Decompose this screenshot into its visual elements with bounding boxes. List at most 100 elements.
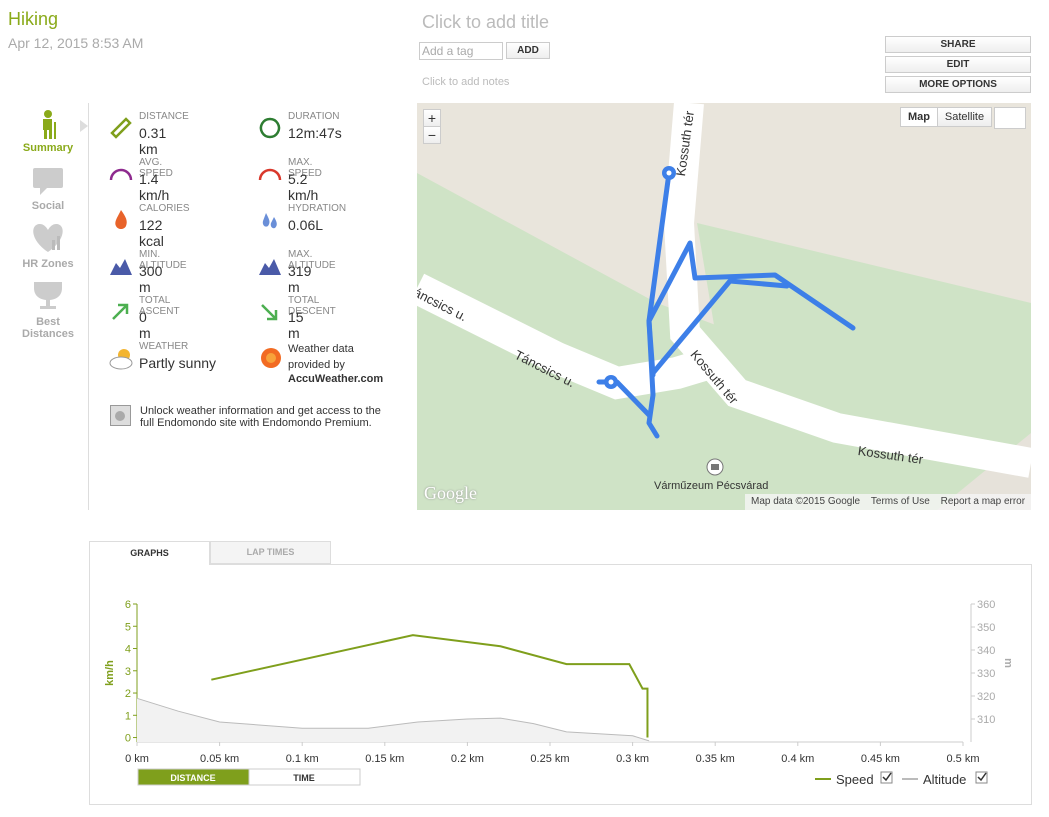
stat-value: 0 m: [139, 309, 151, 341]
y2-tick-label: 350: [977, 622, 995, 634]
stat-label: MAX. SPEED: [288, 157, 322, 179]
weather-icon: [109, 349, 133, 370]
x-tick-label: 0 km: [125, 753, 149, 765]
stat-label: DISTANCE: [139, 111, 189, 122]
x-tick-label: 0.5 km: [946, 753, 979, 765]
legend-checkbox[interactable]: [975, 771, 988, 784]
y-tick-label: 2: [125, 688, 131, 700]
x-tick-label: 0.2 km: [451, 753, 484, 765]
weather-provider[interactable]: AccuWeather.com: [288, 373, 384, 385]
add-notes[interactable]: Click to add notes: [422, 76, 510, 88]
map-footer: Map data ©2015 Google Terms of Use Repor…: [745, 494, 1031, 510]
x-tick-label: 0.45 km: [861, 753, 900, 765]
stat-label: DURATION: [288, 111, 340, 122]
tab-graphs[interactable]: GRAPHS: [89, 541, 210, 565]
stat-label: CALORIES: [139, 203, 190, 214]
y2-tick-label: 320: [977, 691, 995, 703]
y2-tick-label: 340: [977, 645, 995, 657]
report-link[interactable]: Report a map error: [940, 496, 1026, 507]
stat-label: MIN. ALTITUDE: [139, 249, 187, 271]
accuweather-icon: [261, 348, 281, 368]
map-type-satellite[interactable]: Satellite: [937, 107, 992, 127]
y2-axis-label: m: [1002, 658, 1014, 668]
stat-icon: [112, 303, 129, 320]
weather-label: WEATHER: [139, 341, 189, 352]
stat-icon: [259, 259, 281, 275]
mode-button[interactable]: [248, 768, 361, 786]
stat-icon: [110, 259, 132, 275]
stat-label: HYDRATION: [288, 203, 347, 214]
map-attribution: Map data ©2015 Google: [751, 496, 861, 507]
legend-check: [977, 772, 987, 782]
stat-label: TOTAL DESCENT: [288, 295, 336, 317]
stat-icon: [262, 213, 277, 229]
x-tick-label: 0.4 km: [781, 753, 814, 765]
nav-divider: [88, 103, 89, 510]
y-tick-label: 3: [125, 666, 131, 678]
y2-tick-label: 360: [977, 599, 995, 611]
stat-icon: [261, 304, 278, 321]
legend-label[interactable]: Altitude: [923, 772, 966, 787]
chart-panel: [89, 564, 1032, 805]
add-tag-button[interactable]: ADD: [506, 42, 550, 59]
x-tick-label: 0.3 km: [616, 753, 649, 765]
y2-tick-label: 330: [977, 668, 995, 680]
edit-button[interactable]: EDIT: [885, 56, 1031, 73]
stat-icon: [110, 117, 132, 139]
legend-check: [882, 772, 892, 782]
tab-lap-times[interactable]: LAP TIMES: [210, 541, 331, 564]
nav-summary[interactable]: Summary: [22, 142, 74, 154]
y-tick-label: 6: [125, 599, 131, 611]
altitude-area: [137, 698, 650, 742]
stat-value: 0.31 km: [139, 125, 167, 157]
nav-icons: [33, 110, 88, 309]
stat-value: 1.4 km/h: [139, 171, 170, 203]
legend-label[interactable]: Speed: [836, 772, 874, 787]
y-tick-label: 5: [125, 621, 131, 633]
workout-title: Hiking: [8, 9, 59, 29]
add-title[interactable]: Click to add title: [422, 12, 550, 32]
stat-value: 122 kcal: [139, 217, 164, 249]
nav-social[interactable]: Social: [31, 200, 65, 212]
legend-checkbox[interactable]: [880, 771, 893, 784]
y-tick-label: 4: [125, 644, 131, 656]
x-tick-label: 0.25 km: [530, 753, 569, 765]
stat-value: 5.2 km/h: [288, 171, 319, 203]
y-tick-label: 0: [125, 733, 131, 745]
fullscreen-button[interactable]: [994, 107, 1026, 129]
map-canvas: [417, 103, 1031, 510]
stat-value: 15 m: [288, 309, 304, 341]
nav-hr-zones[interactable]: HR Zones: [22, 258, 74, 270]
stat-icon: [258, 168, 282, 181]
y-axis-label: km/h: [104, 660, 116, 686]
map[interactable]: + − Map Satellite Kossuth tér Kossuth té…: [417, 103, 1031, 510]
series-line: [136, 697, 650, 742]
zoom-out[interactable]: −: [423, 126, 441, 144]
x-tick-label: 0.15 km: [365, 753, 404, 765]
y2-tick-label: 310: [977, 714, 995, 726]
poi-label: Várműzeum Pécsvárad: [654, 480, 769, 492]
weather-value: Partly sunny: [139, 355, 217, 371]
series-line: [211, 634, 649, 738]
mode-label: DISTANCE: [170, 773, 215, 783]
stat-value: 319 m: [288, 263, 312, 295]
mode-label: TIME: [293, 773, 315, 783]
google-logo: Google: [424, 483, 477, 503]
tag-input[interactable]: Add a tag: [419, 42, 503, 60]
stat-label: AVG. SPEED: [139, 157, 173, 179]
stat-value: 0.06L: [288, 217, 324, 233]
nav-best-distances[interactable]: Best Distances: [22, 316, 74, 340]
stat-icon: [259, 117, 281, 139]
x-tick-label: 0.1 km: [286, 753, 319, 765]
x-tick-label: 0.05 km: [200, 753, 239, 765]
stat-icon: [115, 210, 127, 229]
stat-label: TOTAL ASCENT: [139, 295, 180, 317]
share-button[interactable]: SHARE: [885, 36, 1031, 53]
stat-icon: [109, 168, 133, 181]
stat-label: MAX. ALTITUDE: [288, 249, 336, 271]
promo-text: Unlock weather information and get acces…: [140, 405, 381, 429]
more-options-button[interactable]: MORE OPTIONS: [885, 76, 1031, 93]
terms-link[interactable]: Terms of Use: [870, 496, 930, 507]
